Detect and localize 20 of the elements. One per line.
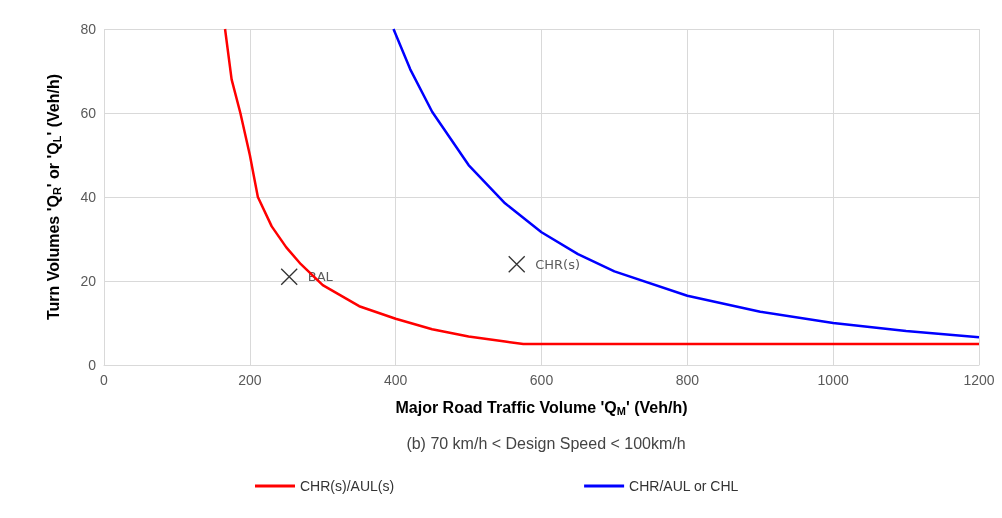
y-tick-label: 80 — [80, 21, 97, 37]
y-tick-label: 60 — [80, 105, 97, 121]
x-tick-label: 1200 — [963, 372, 995, 388]
x-tick-label: 200 — [238, 372, 262, 388]
line-series — [392, 27, 981, 339]
x-axis-title: Major Road Traffic Volume 'QM' (Veh/h) — [395, 399, 688, 417]
x-tick-label: 600 — [529, 372, 554, 388]
y-tick-label: 20 — [80, 273, 97, 289]
x-tick-label: 1000 — [817, 372, 849, 388]
y-tick-label: 40 — [80, 189, 97, 205]
text: (b) 70 km/h < Design Speed < 100km/h — [406, 434, 686, 452]
y-axis-title: Turn Volumes 'QR' or 'QL' (Veh/h) — [45, 73, 63, 321]
legend-label: CHR(s)/AUL(s) — [300, 478, 395, 494]
x-tick-label: 800 — [675, 372, 700, 388]
legend-label: CHR/AUL or CHL — [629, 478, 739, 494]
x-tick-label: 0 — [100, 372, 109, 388]
line-series — [223, 27, 981, 346]
y-tick-label: 0 — [88, 357, 97, 373]
x-tick-label: 400 — [383, 372, 408, 388]
annotation: CHR(s) — [535, 256, 581, 272]
